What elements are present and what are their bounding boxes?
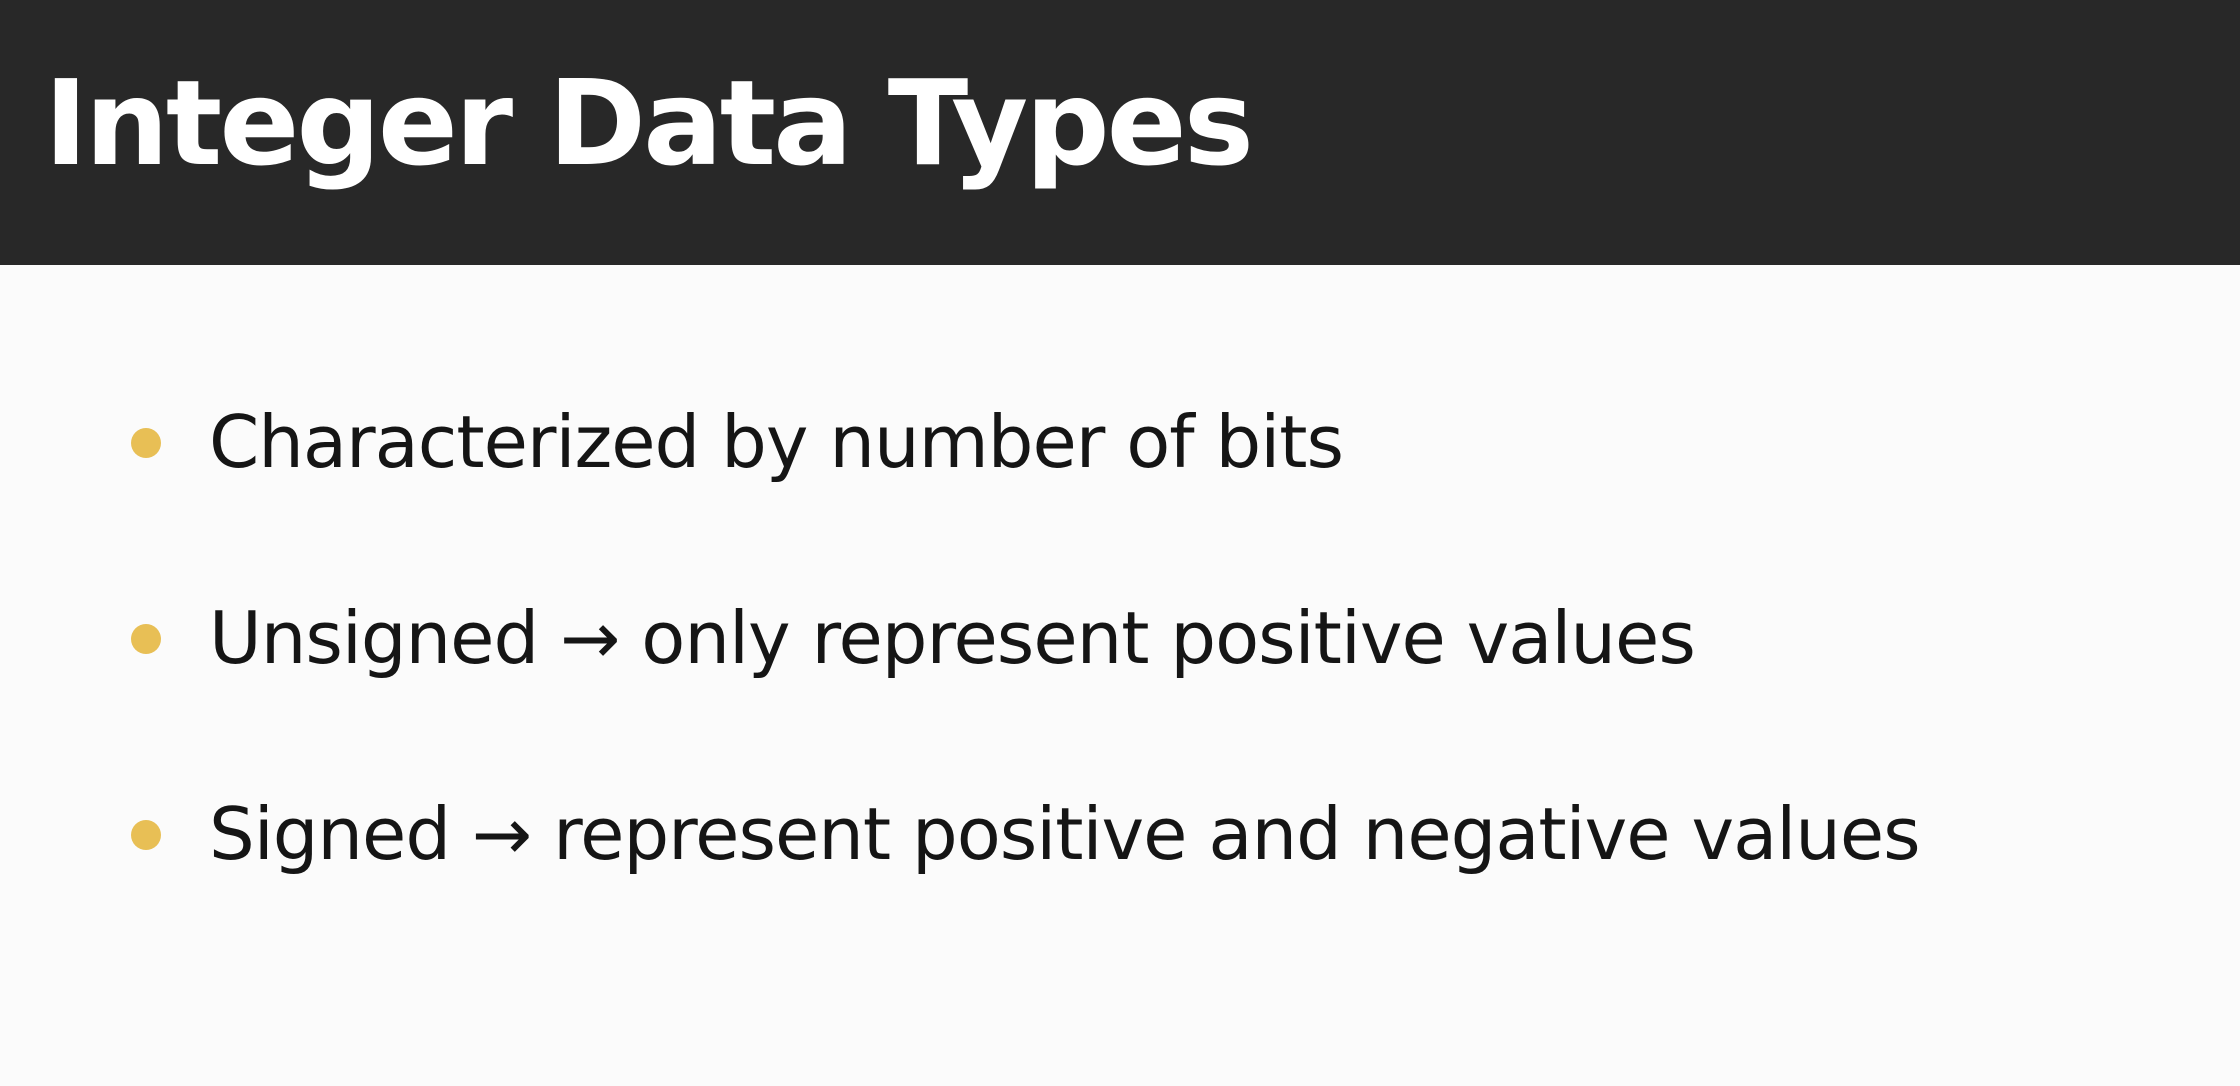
bullet-text: Unsigned → only represent positive value… <box>209 596 1696 680</box>
bullet-item-signed: Signed → represent positive and negative… <box>0 784 2240 884</box>
bullet-dot-icon <box>131 624 161 654</box>
bullet-dot-icon <box>131 820 161 850</box>
bullet-item-number-of-bits: Characterized by number of bits <box>0 392 2240 492</box>
slide-title: Integer Data Types <box>44 54 1254 192</box>
title-bar: Integer Data Types <box>0 0 2240 265</box>
bullet-item-unsigned: Unsigned → only represent positive value… <box>0 588 2240 688</box>
bullet-text: Characterized by number of bits <box>209 400 1344 484</box>
bullet-dot-icon <box>131 428 161 458</box>
bullet-text: Signed → represent positive and negative… <box>209 792 1921 876</box>
